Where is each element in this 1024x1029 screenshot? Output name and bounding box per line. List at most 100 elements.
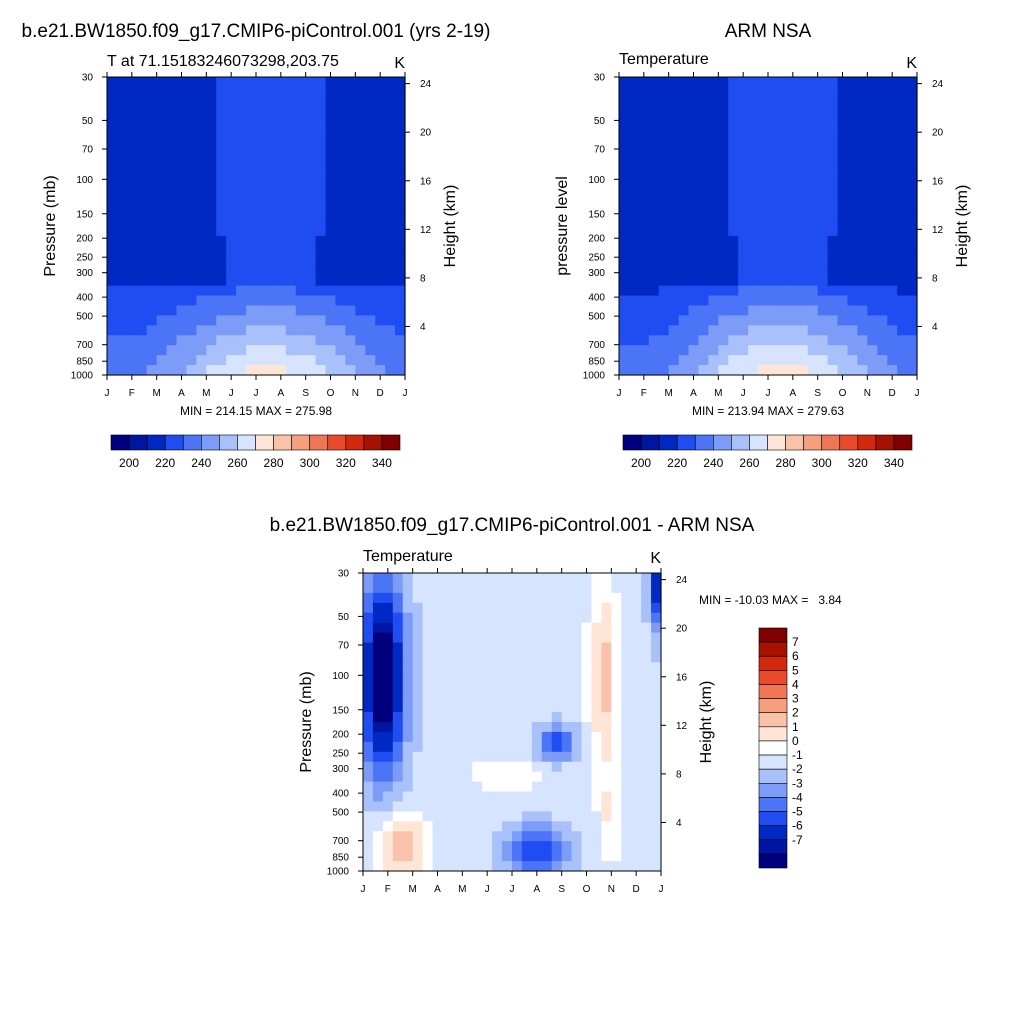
diff-heat-cell <box>551 811 563 822</box>
diff-heat-cell <box>442 821 453 832</box>
model-heat-cell <box>176 196 188 207</box>
diff-heat-cell <box>452 771 463 783</box>
model-heat-cell <box>305 116 317 128</box>
diff-heat-cell <box>531 821 543 832</box>
obs-heat-cell <box>688 166 700 177</box>
obs-xtick-label: O <box>839 388 847 399</box>
model-heat-cell <box>275 146 287 158</box>
model-heat-cell <box>196 136 207 148</box>
obs-heat-cell <box>867 355 878 366</box>
obs-heat-cell <box>628 206 640 217</box>
obs-colorbar-swatch <box>785 434 804 451</box>
model-heat-cell <box>246 166 257 177</box>
model-heat-cell <box>216 186 227 197</box>
obs-heat-cell <box>698 116 709 128</box>
diff-heat-cell <box>641 831 652 842</box>
diff-heat-cell <box>641 582 652 594</box>
obs-heat-cell <box>678 156 690 167</box>
model-heat-cell <box>196 116 207 128</box>
obs-heat-cell <box>847 216 858 227</box>
model-heat-cell <box>206 275 217 287</box>
model-heat-cell <box>196 265 207 277</box>
model-heat-cell <box>345 315 356 326</box>
obs-heat-cell <box>887 355 898 366</box>
obs-colorbar-swatch <box>839 434 859 451</box>
diff-heat-cell <box>363 831 374 842</box>
model-heat-cell <box>216 315 227 326</box>
obs-heat-cell <box>748 186 759 197</box>
model-heat-cell <box>136 295 148 307</box>
model-heat-cell <box>256 315 267 326</box>
obs-heat-cell <box>738 216 749 227</box>
obs-heat-cell <box>708 355 719 366</box>
obs-heat-cell <box>658 216 670 227</box>
obs-heat-cell <box>758 186 769 197</box>
obs-heat-cell <box>887 365 898 376</box>
obs-heat-cell <box>758 156 769 167</box>
obs-heat-cell <box>698 295 709 307</box>
diff-heat-cell <box>482 781 493 793</box>
diff-heat-cell <box>482 632 493 644</box>
model-colorbar-label: 220 <box>155 456 175 470</box>
obs-heat-cell <box>817 146 829 158</box>
model-heat-cell <box>226 265 237 277</box>
model-heat-cell <box>335 176 346 187</box>
model-heat-cell <box>226 345 237 356</box>
model-heat-cell <box>146 285 158 297</box>
diff-heat-cell <box>392 682 404 693</box>
diff-heat-cell <box>591 642 602 654</box>
obs-heat-cell <box>777 335 789 346</box>
obs-heat-cell <box>758 245 769 257</box>
diff-heat-cell <box>382 682 394 693</box>
obs-heat-cell <box>708 146 719 158</box>
model-heat-cell <box>236 206 247 217</box>
model-heat-cell <box>156 226 168 237</box>
diff-heat-cell <box>621 652 632 663</box>
diff-heat-cell <box>422 851 434 862</box>
diff-heat-cell <box>422 573 434 584</box>
model-xtick-label: D <box>377 388 384 399</box>
model-heat-cell <box>275 196 287 207</box>
diff-heat-cell <box>472 781 483 793</box>
obs-heat-cell <box>628 305 640 316</box>
diff-colorbar-label: 1 <box>792 720 799 734</box>
diff-heat-cell <box>571 712 583 723</box>
diff-heat-cell <box>502 573 513 584</box>
diff-heat-cell <box>502 682 513 693</box>
model-heat-cell <box>216 216 227 227</box>
obs-heat-cell <box>748 96 759 108</box>
obs-heat-cell <box>728 77 739 88</box>
diff-heat-cell <box>402 811 414 822</box>
model-heat-cell <box>395 245 406 257</box>
diff-heat-cell <box>561 612 573 624</box>
model-heat-cell <box>166 116 178 128</box>
model-heat-cell <box>305 77 317 88</box>
diff-heat-cell <box>651 811 662 822</box>
diff-heat-cell <box>462 602 473 614</box>
diff-heat-cell <box>571 811 583 822</box>
diff-heat-cell <box>472 761 483 773</box>
model-heat-cell <box>256 86 267 98</box>
diff-heat-cell <box>412 612 424 624</box>
obs-heat-cell <box>728 176 739 187</box>
obs-heat-cell <box>857 245 868 257</box>
diff-heat-cell <box>482 731 493 743</box>
model-heat-cell <box>216 176 227 187</box>
model-heat-cell <box>176 285 188 297</box>
model-colorbar-swatch <box>255 434 274 451</box>
model-heat-cell <box>375 106 386 118</box>
model-heat-cell <box>335 235 346 247</box>
diff-heat-cell <box>442 642 453 654</box>
obs-heat-cell <box>619 126 630 138</box>
diff-heat-cell <box>392 801 404 812</box>
model-heat-cell <box>156 86 168 98</box>
diff-heat-cell <box>512 841 523 852</box>
diff-heat-cell <box>621 692 632 703</box>
model-heat-cell <box>166 295 178 307</box>
diff-heat-cell <box>432 751 444 763</box>
obs-heat-cell <box>847 116 858 128</box>
model-heat-cell <box>176 126 188 138</box>
diff-heat-cell <box>541 592 553 604</box>
diff-heatmap <box>363 573 662 872</box>
diff-heat-cell <box>402 831 414 842</box>
